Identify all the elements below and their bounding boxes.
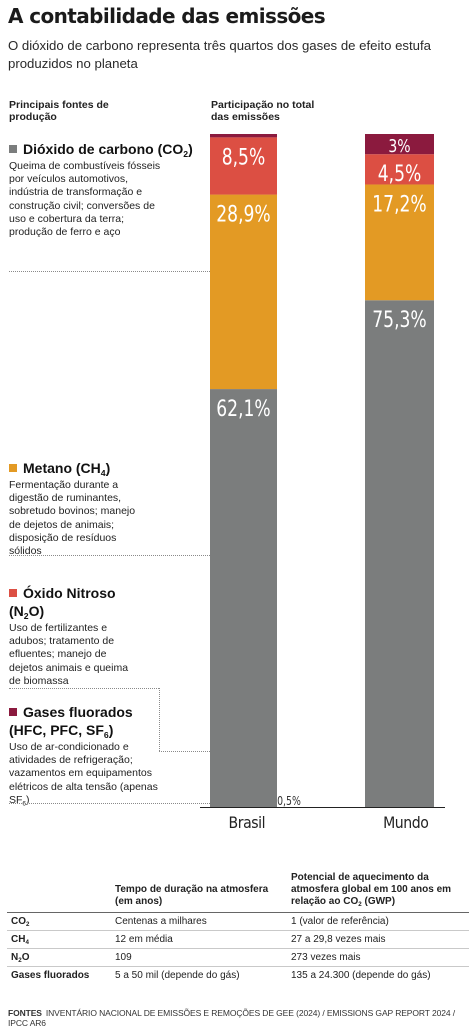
stacked-bar-chart: 62,1% 28,9% 8,5% 0,5% 75,3% 17,2% 4,5% 3% bbox=[200, 134, 445, 808]
table-header-gas bbox=[7, 872, 111, 913]
table-cell-gwp: 135 a 24.300 (depende do gás) bbox=[287, 966, 469, 984]
leader-n2o-top bbox=[9, 688, 159, 689]
table-cell-gwp: 273 vezes mais bbox=[287, 948, 469, 967]
table-cell-duration: 109 bbox=[111, 948, 287, 967]
gas-n2o-desc: Uso de fertilizantes e adubos; tratament… bbox=[9, 622, 129, 687]
x-label-mundo: Mundo bbox=[383, 813, 429, 832]
gas-n2o-formula: (N2O) bbox=[9, 603, 45, 622]
gas-n2o-title: Óxido Nitroso bbox=[9, 584, 204, 602]
table-header-duration: Tempo de duração na atmosfera (em anos) bbox=[115, 884, 269, 907]
sources-footer: FONTES INVENTÁRIO NACIONAL DE EMISSÕES E … bbox=[8, 1008, 476, 1028]
bar-segment-brasil-ch4 bbox=[210, 194, 277, 390]
table-row: Gases fluorados 5 a 50 mil (depende do gá… bbox=[7, 966, 469, 984]
table-row: N2O 109 273 vezes mais bbox=[7, 948, 469, 967]
gas-n2o: Óxido Nitroso (N2O) Uso de fertilizantes… bbox=[9, 584, 204, 688]
leader-co2 bbox=[9, 271, 210, 272]
table-row: CH4 12 em média 27 a 29,8 vezes mais bbox=[7, 930, 469, 949]
data-label-mundo-co2: 75,3% bbox=[372, 307, 426, 333]
table-cell-gas: N2O bbox=[7, 948, 111, 967]
data-label-mundo-ch4: 17,2% bbox=[372, 191, 426, 217]
gas-fluor-formula: (HFC, PFC, SF6) bbox=[9, 722, 114, 741]
table-cell-gas: Gases fluorados bbox=[7, 966, 111, 984]
table-cell-gas: CO2 bbox=[7, 912, 111, 931]
gas-co2-sub: 2 bbox=[183, 149, 189, 160]
bar-segment-brasil-n2o bbox=[210, 137, 277, 195]
gas-co2: Dióxido de carbono (CO2) Queima de combu… bbox=[9, 140, 204, 239]
bar-segment-mundo-co2 bbox=[365, 300, 434, 807]
ch4-swatch bbox=[9, 464, 17, 472]
n2o-swatch bbox=[9, 589, 17, 597]
gas-co2-title: Dióxido de carbono (CO2) bbox=[9, 140, 204, 158]
fluor-swatch bbox=[9, 708, 17, 716]
leader-ch4 bbox=[9, 555, 210, 556]
bar-segment-mundo-fluor bbox=[365, 134, 434, 155]
x-label-brasil: Brasil bbox=[228, 813, 266, 832]
gas-co2-tail: ) bbox=[188, 141, 193, 157]
left-column-header: Principais fontes de produção bbox=[9, 99, 109, 123]
data-label-mundo-fluor: 3% bbox=[388, 135, 410, 156]
data-label-brasil-fluor: 0,5% bbox=[277, 794, 301, 808]
right-column-header: Participação no total das emissões bbox=[211, 99, 315, 123]
table-cell-duration: 12 em média bbox=[111, 930, 287, 949]
table-cell-gwp: 1 (valor de referência) bbox=[287, 912, 469, 931]
table-cell-duration: Centenas a milhares bbox=[111, 912, 287, 931]
gas-ch4-sub: 4 bbox=[100, 468, 106, 479]
leader-n2o-bottom bbox=[159, 751, 210, 752]
gas-fluor-desc: Uso de ar-condicionado e atividades de r… bbox=[9, 741, 158, 808]
gas-ch4-desc: Fermentação durante a digestão de rumina… bbox=[9, 479, 136, 558]
leader-fluor bbox=[9, 803, 210, 804]
co2-swatch bbox=[9, 145, 17, 153]
sources-text: INVENTÁRIO NACIONAL DE EMISSÕES E REMOÇÕ… bbox=[8, 1008, 455, 1028]
gas-ch4-name: Metano (CH bbox=[23, 460, 101, 476]
page-subtitle: O dióxido de carbono representa três qua… bbox=[8, 38, 431, 71]
table-cell-duration: 5 a 50 mil (depende do gás) bbox=[111, 966, 287, 984]
leader-n2o-vertical bbox=[159, 688, 160, 751]
bar-segment-mundo-n2o bbox=[365, 154, 434, 185]
data-label-mundo-n2o: 4,5% bbox=[378, 161, 422, 187]
gas-ch4-tail: ) bbox=[105, 460, 111, 476]
bar-segment-mundo-ch4 bbox=[365, 184, 434, 301]
gas-properties-table: Tempo de duração na atmosfera (em anos) … bbox=[7, 872, 469, 984]
table-header-row: Tempo de duração na atmosfera (em anos) … bbox=[7, 872, 469, 913]
bar-segment-brasil-co2 bbox=[210, 389, 277, 807]
gas-fluor-name: Gases fluorados bbox=[23, 704, 133, 720]
gas-ch4: Metano (CH4) Fermentação durante a diges… bbox=[9, 459, 204, 558]
sources-label: FONTES bbox=[8, 1008, 42, 1018]
gas-co2-name: Dióxido de carbono (CO bbox=[23, 141, 184, 157]
table-cell-gas: CH4 bbox=[7, 930, 111, 949]
page-title: A contabilidade das emissões bbox=[8, 4, 326, 28]
table-row: CO2 Centenas a milhares 1 (valor de referê… bbox=[7, 912, 469, 931]
gas-n2o-name: Óxido Nitroso bbox=[23, 585, 116, 601]
bar-segment-brasil-fluor bbox=[210, 134, 277, 138]
table-header-gwp: Potencial de aquecimento da atmosfera gl… bbox=[291, 872, 452, 909]
gas-co2-desc: Queima de combustíveis fósseis por veícu… bbox=[9, 160, 161, 239]
table-cell-gwp: 27 a 29,8 vezes mais bbox=[287, 930, 469, 949]
gas-fluor-title: Gases fluorados bbox=[9, 703, 204, 721]
gas-ch4-title: Metano (CH4) bbox=[9, 459, 204, 477]
data-label-brasil-ch4: 28,9% bbox=[216, 201, 270, 227]
data-label-brasil-n2o: 8,5% bbox=[222, 144, 266, 170]
data-label-brasil-co2: 62,1% bbox=[216, 396, 270, 422]
gas-fluor: Gases fluorados (HFC, PFC, SF6) Uso de a… bbox=[9, 703, 204, 807]
